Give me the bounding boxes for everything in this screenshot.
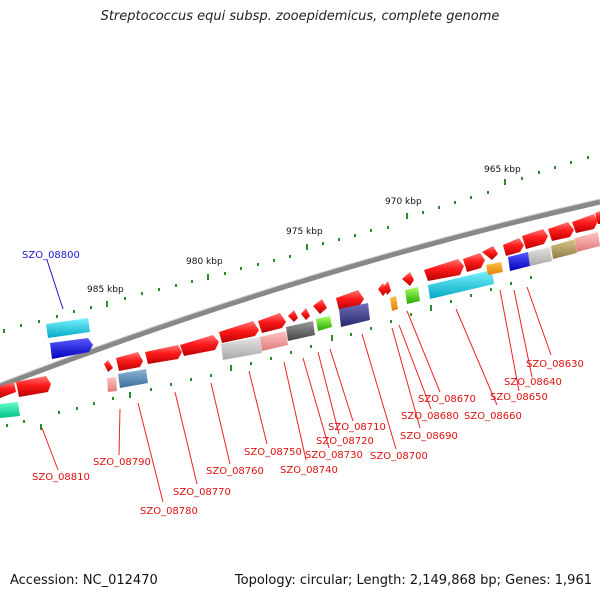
gene-labels: SZO_08630 SZO_08640 SZO_08650 SZO_08660 … <box>32 359 584 517</box>
inner-tick-arc <box>6 276 532 430</box>
outer-tick-arc <box>3 156 589 333</box>
gene-box[interactable] <box>551 239 577 259</box>
gene-label[interactable]: SZO_08630 <box>526 359 584 370</box>
gene-feature[interactable] <box>548 222 574 241</box>
gene-feature[interactable] <box>336 290 364 310</box>
gene-box[interactable] <box>339 303 370 327</box>
gene-label[interactable]: SZO_08710 <box>328 422 386 433</box>
gene-feature[interactable] <box>482 246 498 260</box>
gene-label[interactable]: SZO_08760 <box>206 466 264 477</box>
gene-feature[interactable] <box>104 360 113 372</box>
gene-feature[interactable] <box>313 299 327 314</box>
gene-feature[interactable] <box>378 283 387 296</box>
accession-text: Accession: NC_012470 <box>10 573 158 588</box>
gene-feature[interactable] <box>384 281 391 295</box>
gene-feature[interactable] <box>145 345 182 364</box>
kbp-label-970: 970 kbp <box>385 197 422 207</box>
genome-stats-text: Topology: circular; Length: 2,149,868 bp… <box>234 573 592 588</box>
gene-features <box>0 211 600 418</box>
map-title: Streptococcus equi subsp. zooepidemicus,… <box>100 9 500 24</box>
gene-label[interactable]: SZO_08680 <box>401 411 459 422</box>
gene-box[interactable] <box>46 318 90 338</box>
callout-line-szo-08800 <box>46 259 64 310</box>
gene-feature[interactable] <box>301 308 310 320</box>
gene-feature[interactable] <box>16 376 51 397</box>
gene-box[interactable] <box>486 262 503 275</box>
gene-feature[interactable] <box>572 214 598 233</box>
gene-box[interactable] <box>405 287 420 304</box>
gene-label[interactable]: SZO_08740 <box>280 465 338 476</box>
gene-label[interactable]: SZO_08700 <box>370 451 428 462</box>
gene-label[interactable]: SZO_08670 <box>418 394 476 405</box>
gene-feature[interactable] <box>219 321 259 343</box>
gene-label[interactable]: SZO_08650 <box>490 392 548 403</box>
gene-box[interactable] <box>260 331 288 351</box>
gene-label[interactable]: SZO_08640 <box>504 377 562 388</box>
gene-label[interactable]: SZO_08720 <box>316 436 374 447</box>
gene-box[interactable] <box>508 252 530 271</box>
gene-feature[interactable] <box>522 229 548 249</box>
gene-feature[interactable] <box>402 272 414 286</box>
gene-box[interactable] <box>286 321 315 341</box>
kbp-label-985: 985 kbp <box>87 285 124 295</box>
gene-label[interactable]: SZO_08790 <box>93 457 151 468</box>
gene-box[interactable] <box>107 377 117 392</box>
gene-box[interactable] <box>118 369 148 388</box>
gene-feature[interactable] <box>258 313 286 333</box>
callout-lines <box>41 286 552 503</box>
gene-feature[interactable] <box>0 382 16 398</box>
gene-box[interactable] <box>0 402 20 418</box>
genome-backbone <box>0 199 600 389</box>
gene-box[interactable] <box>50 338 93 359</box>
gene-label[interactable]: SZO_08810 <box>32 472 90 483</box>
gene-label[interactable]: SZO_08770 <box>173 487 231 498</box>
gene-label[interactable]: SZO_08750 <box>244 447 302 458</box>
gene-label[interactable]: SZO_08780 <box>140 506 198 517</box>
gene-feature[interactable] <box>116 352 143 371</box>
gene-box[interactable] <box>390 296 398 311</box>
gene-box[interactable] <box>221 337 262 360</box>
kbp-label-980: 980 kbp <box>186 257 223 267</box>
gene-feature[interactable] <box>595 211 600 224</box>
gene-feature[interactable] <box>424 259 464 281</box>
gene-label[interactable]: SZO_08660 <box>464 411 522 422</box>
gene-box[interactable] <box>428 270 494 299</box>
gene-feature[interactable] <box>180 335 219 356</box>
gene-box[interactable] <box>575 232 600 252</box>
gene-label[interactable]: SZO_08690 <box>400 431 458 442</box>
gene-box[interactable] <box>316 316 332 331</box>
gene-feature[interactable] <box>463 253 485 272</box>
kbp-label-965: 965 kbp <box>484 165 521 175</box>
gene-feature[interactable] <box>503 238 524 256</box>
gene-box[interactable] <box>528 247 552 266</box>
gene-label[interactable]: SZO_08730 <box>305 450 363 461</box>
kbp-label-975: 975 kbp <box>286 227 323 237</box>
gene-feature[interactable] <box>288 310 298 322</box>
gene-label-szo-08800[interactable]: SZO_08800 <box>22 250 80 261</box>
